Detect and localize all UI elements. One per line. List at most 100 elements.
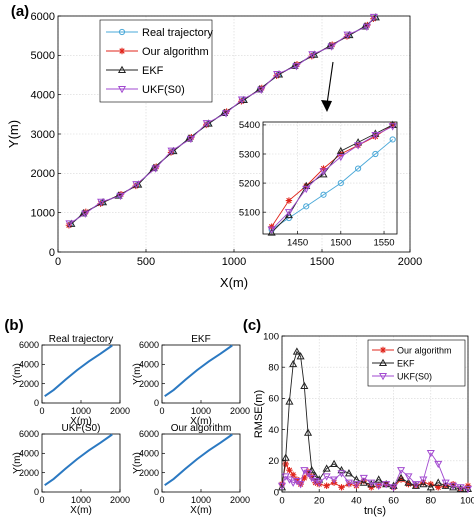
legend-entry: UKF(S0) — [142, 84, 185, 96]
rmse-point-ekf — [281, 453, 290, 461]
x-axis-label: X(m) — [220, 275, 248, 290]
data-point-ukf — [65, 220, 74, 228]
data-point-ekf — [255, 85, 264, 93]
panel-label-c: (c) — [243, 317, 261, 334]
y-tick-label: 4000 — [139, 448, 159, 458]
rmse-point-ours — [304, 468, 312, 475]
series-line-ukf — [69, 16, 375, 224]
inset-point-ekf — [336, 146, 345, 155]
rmse-point-ukf — [367, 479, 376, 487]
rmse-point-ukf — [374, 482, 383, 490]
subplot-x-label: X(m) — [70, 505, 92, 516]
data-point-ukf — [308, 51, 317, 59]
y-tick-label: 0 — [154, 487, 159, 497]
inset-point-ukf — [371, 132, 380, 140]
rmse-point-ukf — [441, 479, 450, 487]
x-tick-label: 1000 — [191, 495, 211, 505]
data-point-ekf — [184, 134, 193, 142]
subplot-y-label: Y(m) — [132, 452, 143, 474]
rmse-point-ours — [282, 460, 289, 468]
y-tick-label: 0 — [274, 487, 279, 498]
x-tick-label: 1000 — [222, 256, 246, 268]
y-tick-label: 80 — [268, 363, 279, 374]
y-tick-label: 6000 — [31, 11, 55, 23]
rmse-point-ours — [301, 474, 308, 482]
subplot-x-label: X(m) — [190, 416, 212, 427]
x-tick-label: 0 — [39, 495, 44, 505]
x-tick-label: 2000 — [110, 406, 130, 416]
x-axis-label-c: tn(s) — [364, 505, 386, 517]
data-point-ukf — [202, 120, 211, 128]
legend-marker — [118, 28, 126, 36]
rmse-point-ekf — [307, 465, 316, 474]
legend-a: Real trajectory Our algorithm EKF UKF(S0) — [99, 19, 213, 103]
x-tick-label: 0 — [159, 495, 164, 505]
legend-marker — [117, 65, 127, 74]
data-point-ukf — [273, 70, 282, 79]
rmse-point-ours — [312, 479, 319, 486]
subplot-3: 0 1000 2000 0 2000 4000 6000 UKF(S0) X(m) Y(m) — [12, 423, 130, 516]
rmse-point-ours — [397, 476, 405, 483]
rmse-point-ekf — [396, 473, 406, 482]
subplot-trajectory — [164, 344, 233, 398]
legend-marker — [117, 85, 127, 94]
rmse-point-ekf — [292, 347, 301, 355]
inset-line-ukf — [271, 125, 393, 230]
x-tick-label: 1000 — [71, 406, 91, 416]
legend-entry-c: EKF — [397, 359, 415, 369]
data-point-ukf — [81, 210, 90, 218]
rmse-point-ours — [435, 484, 442, 491]
rmse-line-ukf — [281, 451, 469, 490]
y-tick-label: 5400 — [239, 120, 260, 131]
data-point-ours — [153, 163, 160, 170]
legend-marker-c — [378, 372, 388, 381]
legend-entry: Real trajectory — [142, 27, 213, 39]
y-tick-label: 2000 — [19, 468, 39, 478]
subplot-trajectory — [44, 433, 113, 487]
data-point-ukf — [369, 13, 378, 22]
plot-area — [42, 345, 120, 403]
panel-b: (b) 0 1000 2000 0 2000 4000 6000 Real trajectory… — [4, 317, 250, 516]
rmse-point-ukf — [426, 449, 435, 458]
legend-marker-c — [379, 346, 387, 354]
inset-point-ukf — [388, 123, 397, 131]
inset-point-ekf — [371, 129, 380, 137]
data-point-ukf — [151, 165, 160, 173]
rmse-point-ekf — [441, 481, 450, 489]
x-tick-label: 1000 — [71, 495, 91, 505]
inset-point-ukf — [319, 168, 328, 176]
inset-line-ours — [271, 124, 393, 227]
rmse-point-ukf — [315, 479, 324, 487]
rmse-point-ukf — [344, 479, 354, 487]
rmse-point-ekf — [359, 478, 368, 486]
data-point-ukf — [132, 181, 141, 189]
data-point-ekf — [79, 209, 88, 217]
y-tick-label: 40 — [268, 425, 279, 436]
rmse-point-ours — [368, 484, 375, 491]
y-tick-label: 4000 — [19, 448, 39, 458]
rmse-point-ours — [308, 473, 315, 480]
x-tick-label: 0 — [39, 406, 44, 416]
rmse-point-ekf — [330, 459, 339, 467]
rmse-point-ukf — [330, 476, 339, 484]
rmse-point-ours — [286, 466, 293, 474]
rmse-point-ours — [323, 482, 330, 489]
y-tick-label: 60 — [268, 394, 279, 405]
rmse-point-ukf — [337, 470, 346, 478]
rmse-point-ukf — [396, 467, 406, 475]
legend-marker — [118, 47, 126, 55]
panel-label-b: (b) — [4, 317, 23, 334]
subplot-y-label: Y(m) — [132, 363, 143, 385]
rmse-point-ekf — [289, 359, 298, 368]
inset-point-real — [320, 191, 327, 198]
y-tick-label: 0 — [34, 487, 39, 497]
data-point-ukf — [362, 23, 371, 32]
subplot-title: UKF(S0) — [62, 423, 101, 434]
rmse-point-ukf — [359, 474, 368, 483]
rmse-point-ukf — [322, 473, 331, 481]
data-point-ukf — [237, 96, 246, 104]
subplot-trajectory — [164, 433, 233, 487]
plot-area — [162, 434, 240, 492]
subplot-title: Our algorithm — [171, 423, 232, 434]
x-tick-label: 0 — [159, 406, 164, 416]
